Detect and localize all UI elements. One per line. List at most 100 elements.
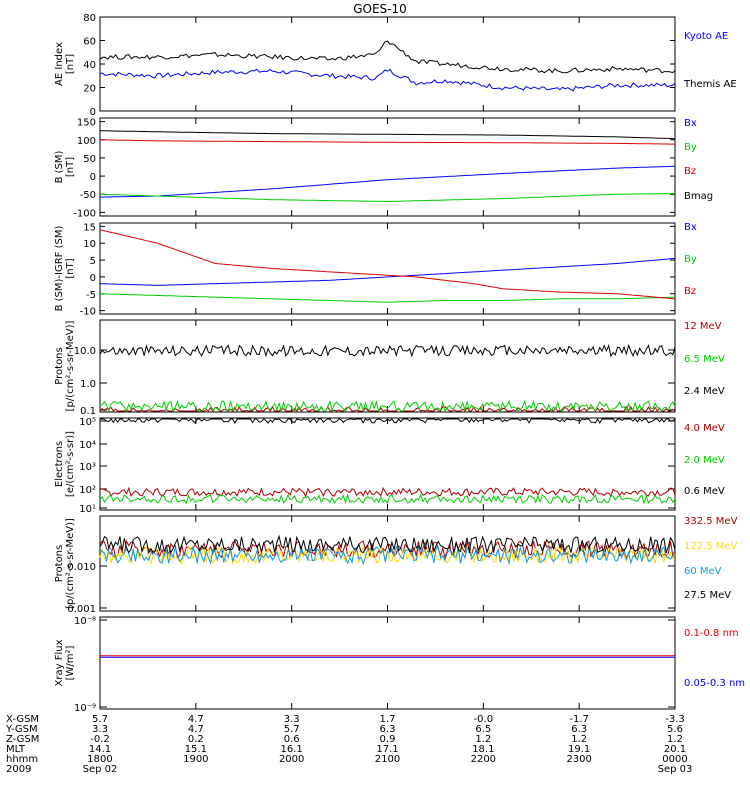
ephemeris-value: -1.7 <box>569 714 589 725</box>
panel-1: 0 20 40 60 80 AE Index[nT] Kyoto AE Themis AE <box>54 13 737 118</box>
ytick-label: 80 <box>83 13 96 24</box>
ephemeris-value: 4.7 <box>188 714 204 725</box>
ephemeris-value: 6.3 <box>571 724 587 735</box>
ytick-label: 0 <box>90 273 96 284</box>
legend-entry: 2.0 MeV <box>684 455 725 466</box>
ephemeris-value: 1.2 <box>667 734 683 745</box>
series-line-0-6-mev <box>100 417 676 425</box>
ephemeris-value: 2200 <box>471 754 496 765</box>
series-line-bx <box>100 257 676 286</box>
ytick-label: 0.010 <box>67 562 96 573</box>
ytick-label: 0.1 <box>80 406 96 417</box>
series-line-bz <box>99 229 676 300</box>
ephemeris-value: 1800 <box>87 754 112 765</box>
ytick-label: 0.001 <box>67 604 96 615</box>
ytick-label: -10 <box>80 307 96 318</box>
ephemeris-value: 0.2 <box>188 734 204 745</box>
ephemeris-row-label: X-GSM <box>6 714 39 725</box>
panel-frame <box>99 515 676 612</box>
ephemeris-value: 6.5 <box>475 724 491 735</box>
ytick-label: -50 <box>80 190 96 201</box>
ephemeris-value: 0000 <box>662 754 687 765</box>
ytick-label: 150 <box>77 118 96 129</box>
ephemeris-row-label: hhmm <box>6 754 38 765</box>
ytick-label: 15 <box>83 222 96 233</box>
series-line-4-0-mev <box>99 486 676 498</box>
panel-frame <box>99 616 676 710</box>
ytick-label: 5 <box>90 256 96 267</box>
legend-entry: Bz <box>684 166 696 177</box>
ytick-label: 0 <box>90 172 96 183</box>
ephemeris-table: X-GSMY-GSMZ-GSMMLThhmm20095.73.3-0.214.1… <box>5 714 692 775</box>
ephemeris-value: 4.7 <box>188 724 204 735</box>
ephemeris-row-label: 2009 <box>6 764 31 775</box>
legend-entry: 27.5 MeV <box>684 590 731 601</box>
chart-panels: 0 20 40 60 80 AE Index[nT] Kyoto AE Themis AE 15… <box>54 13 745 714</box>
ephemeris-value: 2300 <box>566 754 591 765</box>
ephemeris-value: 5.7 <box>284 724 300 735</box>
legend-entry: By <box>684 142 697 153</box>
panel-4: 10.0 1.0 0.1 Protons[p/(cm²-s-sr-MeV)] 12 Me… <box>54 319 725 417</box>
ytick-label: 60 <box>83 37 96 48</box>
legend-entry: 0.05-0.3 nm <box>684 678 745 689</box>
ytick-label: 10.0 <box>74 346 96 357</box>
series-line-2-4-mev <box>99 343 676 358</box>
ephemeris-value: 2000 <box>279 754 304 765</box>
ytick-label: 10² <box>79 485 96 496</box>
ephemeris-value: 17.1 <box>376 744 398 755</box>
ytick-label: 10 <box>83 239 96 250</box>
legend-entry: Bz <box>684 286 696 297</box>
ephemeris-value: 1.7 <box>380 714 396 725</box>
panel-frame <box>99 222 676 315</box>
y-axis-label: Protons[p/(cm²-s-sr-MeV)] <box>54 320 76 411</box>
series-line-12-mev <box>99 405 676 413</box>
y-axis-label: B (SM)[nT] <box>54 150 76 183</box>
ytick-label: 100 <box>77 136 96 147</box>
legend-entry: Bx <box>684 222 697 233</box>
ephemeris-value: -0.2 <box>90 734 110 745</box>
series-line-by <box>99 293 676 303</box>
ephemeris-value: 19.1 <box>568 744 590 755</box>
ephemeris-row-label: Z-GSM <box>6 734 39 745</box>
ephemeris-value: 5.7 <box>92 714 108 725</box>
series-line-by <box>99 193 675 203</box>
legend-entry: 6.5 MeV <box>684 354 725 365</box>
series-line-kyoto-ae <box>99 68 676 92</box>
ephemeris-value: -0.0 <box>474 714 494 725</box>
ytick-label: -5 <box>86 290 96 301</box>
ephemeris-value: 14.1 <box>89 744 111 755</box>
series-line-60-mev <box>99 545 676 566</box>
ephemeris-value: 16.1 <box>281 744 303 755</box>
panel-3: 15 10 5 0 -5 -10 B (SM)-IGRF (SM)[nT] Bx By Bz <box>54 222 697 318</box>
legend-entry: Kyoto AE <box>684 31 728 42</box>
legend-entry: 0.1-0.8 nm <box>684 628 739 639</box>
y-axis-label: Xray Flux[W/m²] <box>54 639 76 686</box>
legend-entry: 4.0 MeV <box>684 423 725 434</box>
panel-2: 150 100 50 0 -50 -100 B (SM)[nT] Bx By Bz Bmag <box>54 117 713 219</box>
y-axis-label: B (SM)-IGRF (SM)[nT] <box>54 226 76 312</box>
ytick-label: 10³ <box>79 462 96 473</box>
panel-frame <box>99 319 676 413</box>
ytick-label: 10⁵ <box>79 417 96 428</box>
series-line-6-5-mev <box>99 399 676 413</box>
ephemeris-value: 3.3 <box>284 714 300 725</box>
ytick-label: -100 <box>73 208 96 219</box>
ephemeris-value: 3.3 <box>92 724 108 735</box>
ephemeris-value: Sep 03 <box>658 764 693 775</box>
ephemeris-row-label: Y-GSM <box>5 724 38 735</box>
ytick-label: 20 <box>83 84 96 95</box>
ephemeris-value: -3.3 <box>665 714 685 725</box>
ephemeris-row-label: MLT <box>6 744 26 755</box>
ephemeris-value: 1900 <box>183 754 208 765</box>
series-line-bmag <box>99 130 676 140</box>
series-line-122-5-mev <box>99 545 676 565</box>
ephemeris-value: 20.1 <box>664 744 686 755</box>
ephemeris-value: 18.1 <box>472 744 494 755</box>
legend-entry: 122.5 MeV <box>684 541 738 552</box>
ytick-label: 10¹ <box>79 504 96 515</box>
series-line-27-5-mev <box>99 534 676 555</box>
legend-entry: 2.4 MeV <box>684 386 725 397</box>
ephemeris-value: 0.6 <box>284 734 300 745</box>
